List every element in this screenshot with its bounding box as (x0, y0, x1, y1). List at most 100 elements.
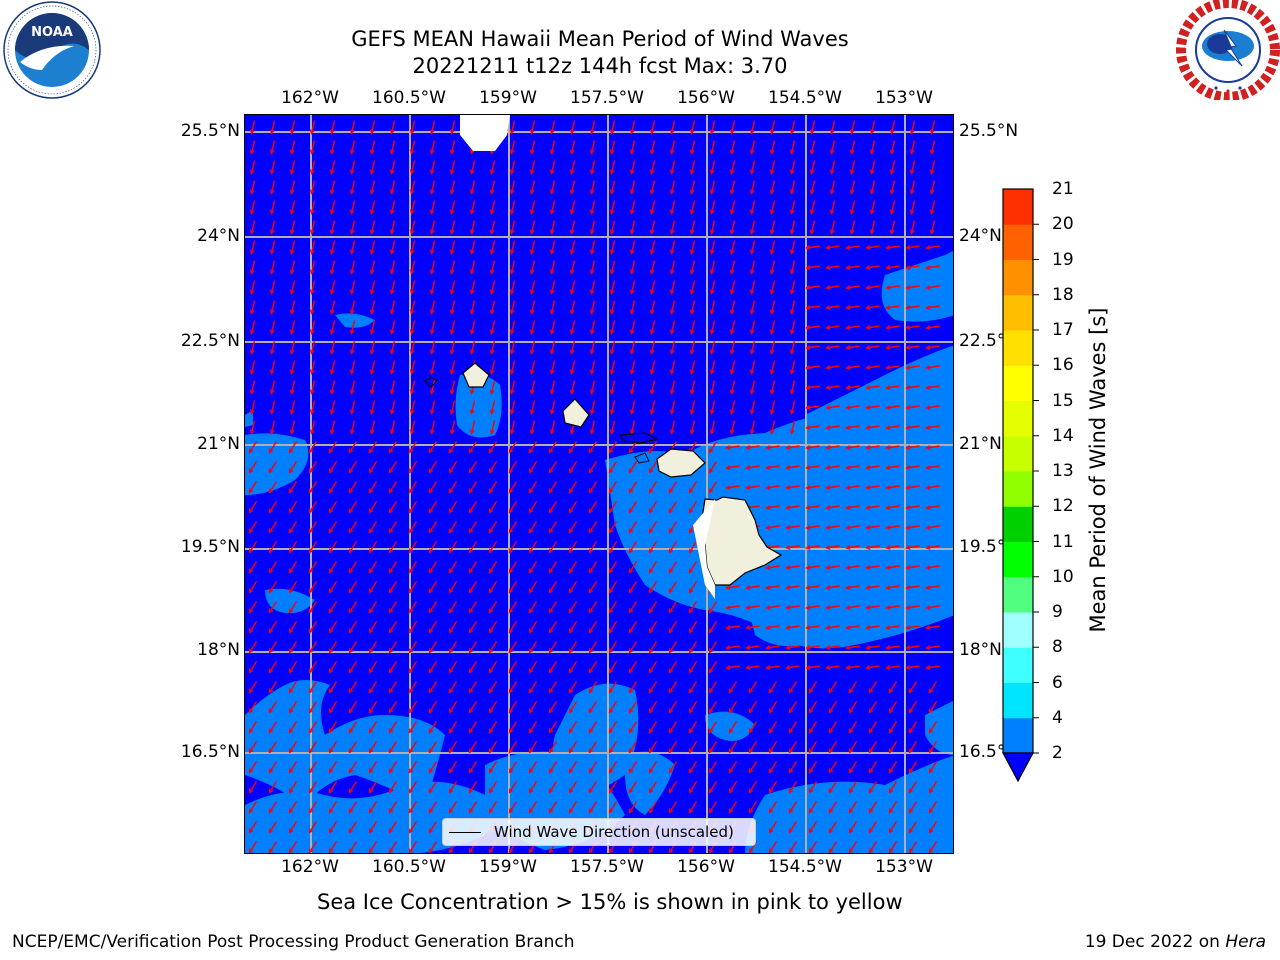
wave-direction-arrow (530, 340, 536, 354)
wave-direction-arrow (690, 280, 696, 294)
wave-direction-arrow (648, 521, 658, 533)
wave-direction-arrowhead (669, 129, 675, 135)
wave-direction-arrow (650, 160, 656, 174)
wave-direction-arrow (746, 485, 760, 489)
wave-direction-arrow (390, 320, 396, 334)
wave-direction-arrow (308, 561, 318, 573)
wave-direction-arrow (590, 340, 596, 354)
wave-direction-arrow (708, 781, 718, 793)
wave-direction-arrowhead (869, 129, 875, 135)
wave-direction-arrowhead (925, 385, 931, 390)
wave-direction-arrowhead (549, 349, 555, 355)
wave-zone (245, 680, 445, 805)
wave-direction-arrowhead (865, 365, 871, 370)
wave-direction-arrowhead (865, 405, 871, 410)
wave-direction-arrowhead (249, 289, 255, 295)
wave-direction-arrow (588, 721, 598, 733)
wave-direction-arrowhead (649, 129, 655, 135)
wave-direction-arrowhead (769, 409, 775, 415)
wave-direction-arrow (488, 621, 498, 633)
wave-direction-arrowhead (468, 448, 474, 454)
wave-direction-arrowhead (689, 229, 695, 235)
wave-direction-arrowhead (668, 648, 674, 654)
wave-direction-arrowhead (749, 369, 755, 375)
wave-direction-arrowhead (649, 209, 655, 215)
wave-direction-arrow (828, 801, 838, 813)
wave-direction-arrow (308, 481, 318, 493)
wave-direction-arrow (728, 781, 738, 793)
wave-direction-arrow (746, 605, 760, 609)
wave-direction-arrowhead (628, 648, 634, 654)
wave-direction-arrow (350, 240, 356, 254)
wave-direction-arrow (510, 260, 516, 274)
wave-direction-arrowhead (468, 468, 474, 474)
wave-direction-arrowhead (769, 169, 775, 175)
wave-direction-arrow (248, 821, 258, 833)
wave-direction-arrowhead (549, 129, 555, 135)
wave-direction-arrow (866, 445, 880, 449)
wave-direction-arrow (826, 365, 840, 369)
wave-direction-arrowhead (408, 708, 414, 714)
wave-direction-arrow (428, 541, 438, 553)
wave-direction-arrowhead (269, 209, 275, 215)
wave-direction-arrowhead (388, 728, 394, 734)
wave-direction-arrowhead (885, 325, 891, 330)
wave-direction-arrowhead (468, 728, 474, 734)
wave-direction-arrowhead (509, 309, 515, 315)
wave-direction-arrowhead (589, 249, 595, 255)
wave-direction-arrowhead (649, 289, 655, 295)
wave-direction-arrowhead (749, 329, 755, 335)
wave-direction-arrowhead (488, 728, 494, 734)
wave-direction-arrowhead (448, 568, 454, 574)
wave-direction-arrow (668, 721, 678, 733)
wave-direction-arrow (846, 265, 860, 269)
island-niihau (424, 376, 438, 388)
wave-direction-arrow (846, 545, 860, 549)
wave-direction-arrow (288, 581, 298, 593)
wave-direction-arrow (548, 661, 558, 673)
wave-direction-arrowhead (409, 429, 415, 435)
wave-direction-arrow (390, 240, 396, 254)
wave-direction-arrow (690, 300, 696, 314)
wave-direction-arrowhead (925, 665, 931, 670)
wave-direction-arrow (408, 821, 418, 833)
wave-direction-arrowhead (868, 828, 874, 834)
wave-direction-arrow (348, 701, 358, 713)
wave-direction-arrow (328, 501, 338, 513)
colorbar (1001, 188, 1039, 783)
wave-direction-arrowhead (388, 588, 394, 594)
wave-direction-arrowhead (268, 668, 274, 674)
wave-direction-arrow (630, 240, 636, 254)
wave-direction-arrowhead (409, 409, 415, 415)
wave-direction-arrowhead (689, 209, 695, 215)
wave-direction-arrow (428, 701, 438, 713)
wave-direction-arrow (926, 405, 940, 409)
wave-direction-arrowhead (388, 488, 394, 494)
wave-direction-arrow (368, 521, 378, 533)
wave-direction-arrow (848, 781, 858, 793)
wave-direction-arrow (630, 140, 636, 154)
wave-direction-arrowhead (905, 625, 911, 630)
wave-direction-arrowhead (885, 485, 891, 490)
wave-direction-arrow (906, 325, 920, 329)
wave-direction-arrow (790, 120, 796, 134)
wave-direction-arrow (668, 761, 678, 773)
wave-direction-arrowhead (388, 608, 394, 614)
wave-direction-arrow (850, 220, 856, 234)
wave-direction-arrowhead (489, 309, 495, 315)
wave-direction-arrow (268, 581, 278, 593)
wave-direction-arrowhead (389, 429, 395, 435)
wave-direction-arrow (488, 701, 498, 713)
wave-direction-arrowhead (729, 189, 735, 195)
wave-direction-arrow (270, 400, 276, 414)
wave-direction-arrowhead (549, 249, 555, 255)
wave-direction-arrowhead (709, 329, 715, 335)
wave-direction-arrowhead (925, 345, 931, 350)
wave-direction-arrowhead (788, 768, 794, 774)
wave-direction-arrowhead (248, 548, 254, 554)
wave-direction-arrow (488, 721, 498, 733)
wave-direction-arrow (906, 425, 920, 429)
wave-direction-arrow (468, 521, 478, 533)
wave-direction-arrowhead (348, 668, 354, 674)
wave-direction-arrow (808, 761, 818, 773)
